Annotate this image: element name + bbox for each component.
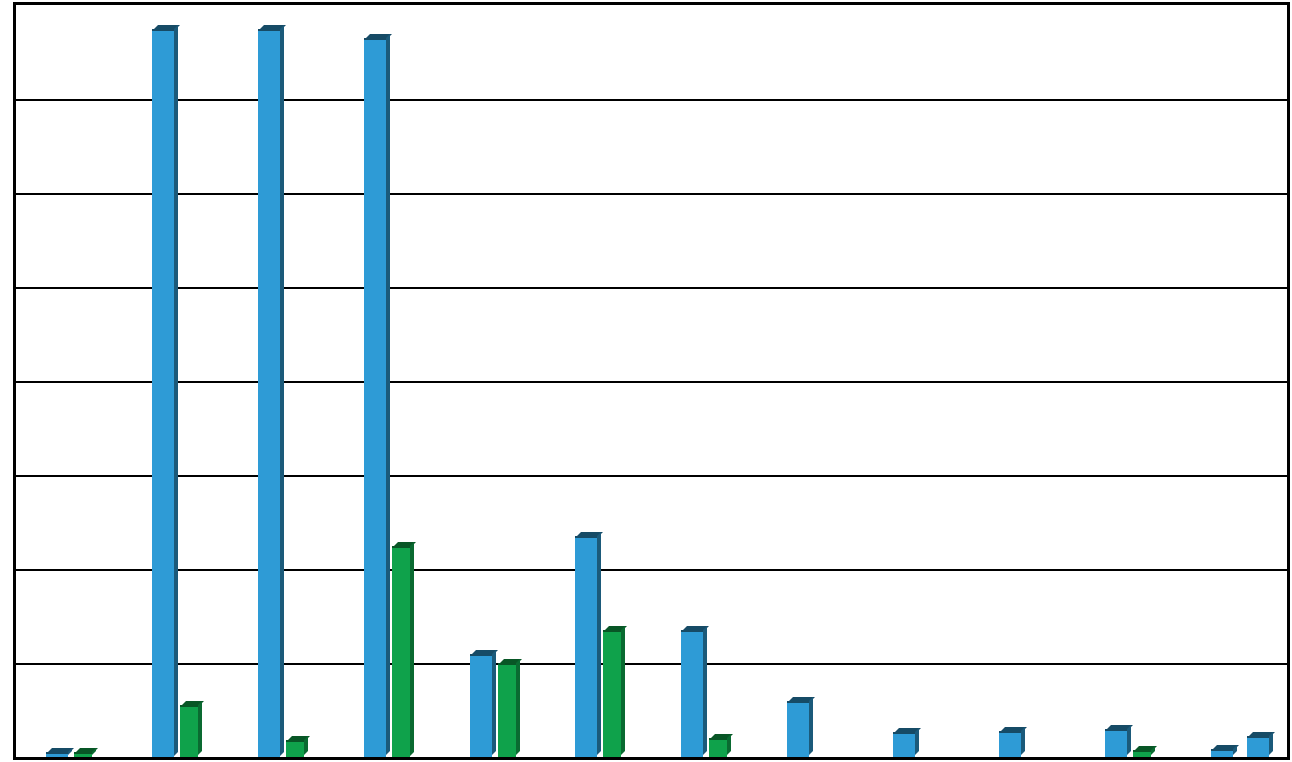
bar-green <box>392 546 410 758</box>
chart-plot-area <box>16 5 1287 757</box>
bar-green <box>709 738 727 757</box>
bar-blue <box>46 752 68 757</box>
bar-green <box>286 740 304 757</box>
bar-blue <box>1105 729 1127 757</box>
bar-chart <box>0 0 1292 762</box>
bar-blue <box>681 630 703 757</box>
bar-blue <box>364 38 386 757</box>
bar-blue <box>258 29 280 758</box>
bar-green <box>1133 750 1151 757</box>
bar-blue <box>1211 749 1233 757</box>
bar-green <box>603 630 621 757</box>
bar-blue <box>152 29 174 758</box>
bar-blue <box>787 701 809 757</box>
bar-blue <box>575 536 597 757</box>
bar-green <box>74 752 92 757</box>
bar-blue <box>999 731 1021 757</box>
bar-green <box>180 705 198 757</box>
bar-blue <box>1247 736 1269 757</box>
bar-blue <box>893 732 915 757</box>
bar-blue <box>470 654 492 757</box>
bar-green <box>498 663 516 757</box>
